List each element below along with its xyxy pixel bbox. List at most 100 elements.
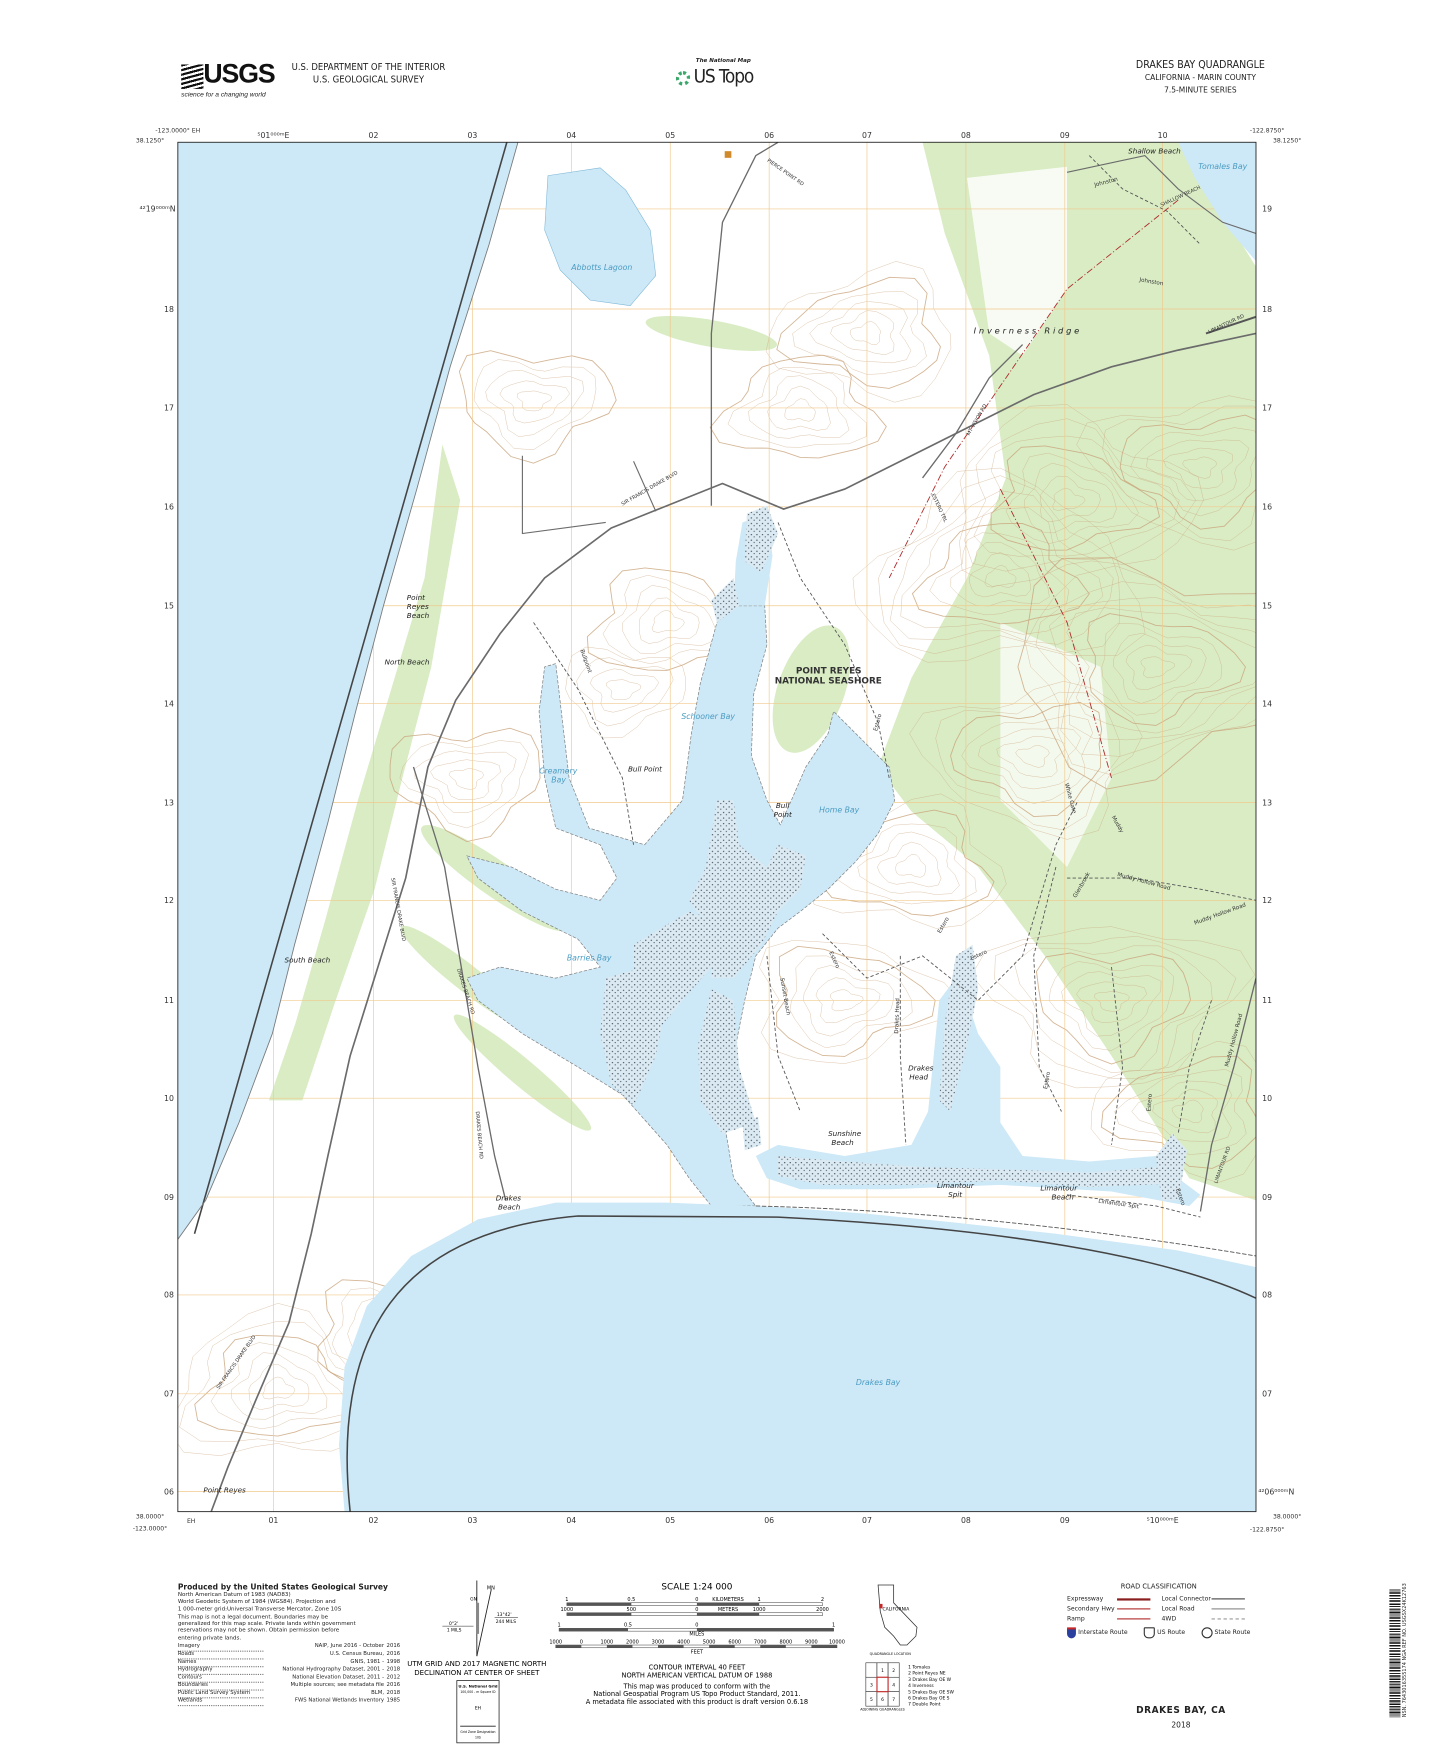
tick-left: 08 <box>164 1291 174 1300</box>
ne-longitude: -122.8750° <box>1250 126 1284 134</box>
legend-local-road: Local Road <box>1161 1605 1195 1613</box>
scale-tick-label: 2000 <box>816 1607 829 1613</box>
source-credits-table: Imagery NAIP, June 2016 - October 2016 Road… <box>177 1643 401 1707</box>
credit-item: Wetlands <box>177 1697 264 1707</box>
label-sunshine-beach: Sunshine <box>828 1129 862 1138</box>
legend-4wd: 4WD <box>1161 1615 1177 1623</box>
contour-line <box>830 310 895 355</box>
legend-secondary-hwy: Secondary Hwy <box>1067 1605 1115 1613</box>
contour-line <box>1035 581 1256 757</box>
contour-line <box>651 610 685 633</box>
park-boundary-line <box>193 142 508 1234</box>
tick-right: 19 <box>1262 205 1272 214</box>
water-labels: Abbotts Lagoon Tomales Bay Schooner Bay … <box>539 162 1248 1387</box>
label-inverness-ridge: Inverness Ridge <box>974 325 1082 335</box>
scale-tick-label: 1000 <box>549 1639 562 1645</box>
sheet-name: DRAKES BAY, CA <box>1136 1705 1226 1717</box>
contour-line <box>857 831 960 895</box>
survey-name: U.S. GEOLOGICAL SURVEY <box>312 74 425 86</box>
scale-tick-label: 7000 <box>754 1639 767 1645</box>
road-highway-east <box>1205 315 1256 335</box>
label-drakes-beach: Drakes <box>496 1193 522 1202</box>
credit-item: Boundaries <box>177 1682 264 1691</box>
contour-line <box>809 301 912 364</box>
road-legend-left: Expressway Secondary Hwy Ramp <box>1067 1594 1156 1624</box>
label-sunshine-beach-2: Beach <box>831 1138 854 1147</box>
road-classification: ROAD CLASSIFICATION Expressway Secondary… <box>1067 1583 1250 1639</box>
road-classification-title: ROAD CLASSIFICATION <box>1120 1582 1197 1591</box>
scale-tick-label: 8000 <box>779 1639 792 1645</box>
contour-line <box>602 574 739 664</box>
legend-interstate: Interstate Route <box>1078 1629 1128 1637</box>
contour-line <box>1049 597 1256 741</box>
usgs-tagline: science for a changing world <box>181 92 266 99</box>
scale-tick-label: 500 <box>627 1607 637 1613</box>
contour-line <box>964 418 1197 572</box>
drakes-bay-water <box>339 1202 1256 1512</box>
contour-line <box>977 727 1082 790</box>
label-estero: Estero <box>873 713 883 732</box>
contour-line <box>767 385 831 431</box>
disclaimer-line: entering private lands. <box>177 1634 242 1642</box>
trail-limantour-spit <box>1066 1194 1201 1218</box>
label-tomales-bay: Tomales Bay <box>1198 162 1247 171</box>
road-pierce-point <box>710 142 779 506</box>
map-neatline <box>177 141 1257 1513</box>
label-limantour-spit-trail: Limantour Spit <box>1098 1199 1140 1211</box>
expressway-symbol <box>1117 1597 1151 1601</box>
contour-line <box>230 1352 328 1420</box>
pacific-ocean <box>177 142 518 1240</box>
label-point-reyes: Point Reyes <box>203 1486 246 1495</box>
contour-line <box>448 768 485 790</box>
label-limantour-beach-2: Beach <box>1051 1192 1074 1201</box>
road-drakes-beach <box>412 766 507 1201</box>
scale-unit-miles: MILES <box>689 1632 704 1638</box>
adjoining-cell-number: 6 <box>881 1697 884 1703</box>
declination-diagram: MN GN 0°2' 1 MILS 13°42' 244 MILS UTM GR… <box>407 1580 546 1744</box>
legend-expressway: Expressway <box>1067 1595 1104 1603</box>
credit-row: Boundaries Multiple sources; see metadata… <box>177 1682 401 1691</box>
trail-drakes-head <box>899 955 907 1145</box>
vertical-datum: NORTH AMERICAN VERTICAL DATUM OF 1988 <box>621 1671 772 1679</box>
sw-zone: EH <box>187 1518 195 1525</box>
label-drakes-head-2: Head <box>909 1072 928 1081</box>
usgs-wordmark: USGS <box>203 58 275 89</box>
datum-notes: North American Datum of 1983 (NAD83) Wor… <box>178 1592 406 1613</box>
scale-tick-label: 0 <box>695 1607 698 1613</box>
adjoining-cell <box>865 1662 878 1678</box>
ne-latitude: 38.1250° <box>1273 136 1301 144</box>
road-ranch <box>633 461 657 512</box>
nw-longitude: -123.0000° EH <box>155 126 200 134</box>
credit-item: Hydrography <box>177 1666 264 1676</box>
label-point-reyes-beach: Point <box>407 593 426 602</box>
contour-line <box>1102 405 1256 542</box>
interstate-shield-icon <box>1067 1627 1076 1639</box>
trail-estero <box>822 800 1079 1001</box>
credit-year: 2012 <box>386 1675 401 1681</box>
vegetation-ridge <box>453 1014 592 1131</box>
grid-mils: 1 MILS <box>447 1628 462 1634</box>
contour-line <box>889 490 1114 645</box>
scale-segment <box>811 1645 837 1648</box>
vegetation-coastal-strip <box>268 444 461 1101</box>
local-road-symbol <box>1211 1608 1245 1610</box>
marsh-area <box>744 505 779 573</box>
4wd-symbol <box>1211 1618 1245 1620</box>
scale-tick-label: 5000 <box>703 1639 716 1645</box>
contour-line <box>210 1342 350 1430</box>
credit-year: 1998 <box>386 1659 401 1666</box>
tick-right: 12 <box>1262 896 1272 905</box>
label-johnston-2: Johnston <box>1138 277 1164 287</box>
adjoining-list-item: 1 Tomales <box>908 1664 931 1670</box>
contour-line <box>909 681 1143 840</box>
label-seashore-line2: NATIONAL SEASHORE <box>775 677 882 687</box>
label-home-bay: Home Bay <box>819 806 859 815</box>
tick-top: 06 <box>764 131 774 140</box>
park-boundary-line <box>346 1215 1256 1512</box>
tick-top: 04 <box>566 131 576 140</box>
adjoining-list-item: 6 Drakes Bay OE S <box>908 1695 950 1701</box>
label-bull-point-east-2: Point <box>774 810 793 819</box>
credit-year: 2016 <box>386 1682 401 1689</box>
shoreline-detail <box>177 142 519 1240</box>
